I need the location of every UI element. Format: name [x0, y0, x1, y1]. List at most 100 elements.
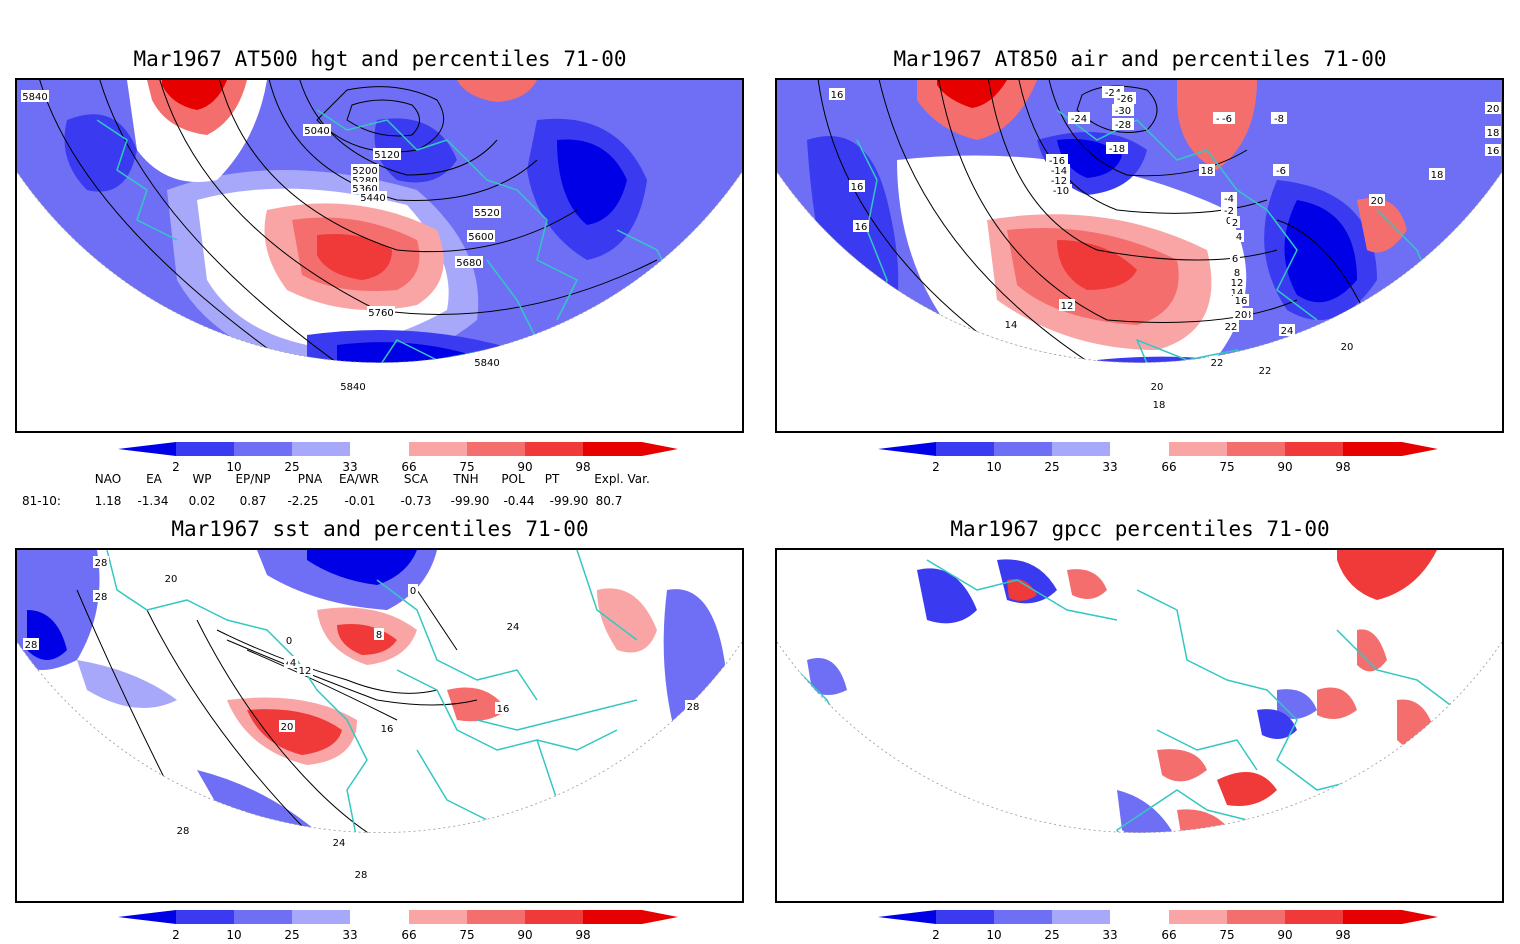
colorbar-tick-label: 90 [1277, 928, 1292, 942]
svg-text:28: 28 [25, 640, 38, 651]
index-header: POL [501, 472, 525, 486]
svg-text:20: 20 [165, 574, 178, 585]
colorbar-segment [1402, 910, 1438, 924]
index-value: 80.7 [595, 494, 623, 508]
colorbar-segment [292, 442, 350, 456]
svg-text:24: 24 [333, 838, 346, 849]
contour-label: 20 [1233, 308, 1249, 321]
colorbar-tick-label: 10 [226, 928, 241, 942]
svg-text:5040: 5040 [304, 126, 329, 137]
shade-anomaly [317, 234, 392, 280]
colorbar-tick-label: 25 [1044, 928, 1059, 942]
svg-text:-28: -28 [1115, 120, 1131, 131]
contour-label: 2 [1230, 216, 1240, 229]
colorbar-tick-label: 66 [401, 928, 416, 942]
shade-anomaly [817, 727, 857, 759]
svg-text:28: 28 [687, 702, 700, 713]
colorbar-segment [350, 910, 409, 924]
contour-label: 5840 [21, 90, 49, 103]
contour-label: -28 [1112, 118, 1134, 131]
colorbar-tick-label: 10 [986, 928, 1001, 942]
svg-text:-14: -14 [1051, 166, 1067, 177]
colorbar-segment [936, 442, 994, 456]
index-value: -99.90 [450, 494, 490, 508]
colorbar-segment [1343, 442, 1402, 456]
svg-text:-24: -24 [1071, 114, 1087, 125]
shade-anomaly [77, 660, 177, 708]
contour-label: -2 [1221, 204, 1237, 217]
colorbar-segment [642, 910, 678, 924]
svg-text:-4: -4 [1224, 194, 1234, 205]
shade-anomaly [1284, 200, 1357, 303]
shade-base [777, 550, 1502, 833]
svg-text:20: 20 [1371, 196, 1384, 207]
colorbar-segment [1110, 910, 1169, 924]
index-value: -2.25 [287, 494, 319, 508]
shade-anomaly [1257, 709, 1297, 739]
index-header: EP/NP [235, 472, 271, 486]
colorbar-segment [525, 910, 583, 924]
colorbar-segment [292, 910, 350, 924]
index-header: PNA [297, 472, 323, 486]
contour-label: 12 [1229, 276, 1245, 289]
colorbar-segment [234, 442, 292, 456]
index-value: 0.02 [188, 494, 216, 508]
index-header: EA/WR [338, 472, 380, 486]
contour-label: 12 [297, 664, 313, 677]
index-value: -1.34 [137, 494, 169, 508]
colorbar-segment [642, 442, 678, 456]
contour-line [96, 80, 348, 363]
svg-text:18: 18 [1487, 128, 1500, 139]
svg-text:5760: 5760 [368, 308, 393, 319]
contour-label: 18 [1151, 398, 1167, 411]
contour-label: 8 [374, 628, 384, 641]
colorbar-segment [1169, 442, 1227, 456]
colorbar-tick-label: 90 [1277, 460, 1292, 474]
panel-3-colorbar: 2 10 25 33 66 75 90 98 [118, 908, 678, 944]
colorbar-segment [409, 442, 467, 456]
colorbar-segment [1402, 442, 1438, 456]
svg-text:5840: 5840 [340, 382, 365, 393]
contour-label: 5840 [473, 356, 501, 369]
svg-text:24: 24 [507, 622, 520, 633]
contour-label: 28 [353, 868, 369, 881]
svg-text:24: 24 [1281, 326, 1294, 337]
svg-text:5280: 5280 [352, 176, 377, 187]
colorbar-segment [176, 910, 234, 924]
svg-text:16: 16 [855, 222, 868, 233]
svg-text:22: 22 [1259, 366, 1272, 377]
contour-label: -14 [1048, 164, 1070, 177]
contour-label: 5200 [351, 164, 379, 177]
svg-text:-30: -30 [1115, 106, 1131, 117]
shade-anomaly [917, 568, 977, 624]
colorbar-tick-label: 75 [1219, 928, 1234, 942]
svg-text:6: 6 [1232, 254, 1238, 265]
svg-text:20: 20 [281, 722, 294, 733]
index-header: TNH [453, 472, 479, 486]
shade-anomaly [337, 342, 489, 363]
colorbar-segment [409, 910, 467, 924]
colorbar-segment [1169, 910, 1227, 924]
shade-anomaly [1317, 687, 1357, 719]
colorbar-tick-label: 2 [932, 928, 940, 942]
contour-label: 16 [1233, 294, 1249, 307]
colorbar-segment [118, 910, 176, 924]
svg-text:0: 0 [410, 586, 416, 597]
contour-label: 5520 [473, 206, 501, 219]
colorbar-tick-label: 33 [342, 928, 357, 942]
contour-line [296, 80, 498, 176]
shade-anomaly [807, 658, 847, 695]
contour-line [986, 80, 1278, 261]
colorbar-tick-label: 90 [517, 928, 532, 942]
contour-label: 5040 [303, 124, 331, 137]
contour-line [876, 80, 1318, 363]
colorbar-tick-label: 66 [401, 460, 416, 474]
colorbar-tick-label: 98 [1335, 928, 1350, 942]
colorbar-tick-label: 10 [226, 460, 241, 474]
contour-label: -24 [1068, 112, 1090, 125]
svg-text:20: 20 [1235, 310, 1248, 321]
index-header: NAO [94, 472, 122, 486]
contour-label: 28 [23, 638, 39, 651]
contour-line [146, 609, 348, 833]
colorbar-tick-label: 98 [1335, 460, 1350, 474]
